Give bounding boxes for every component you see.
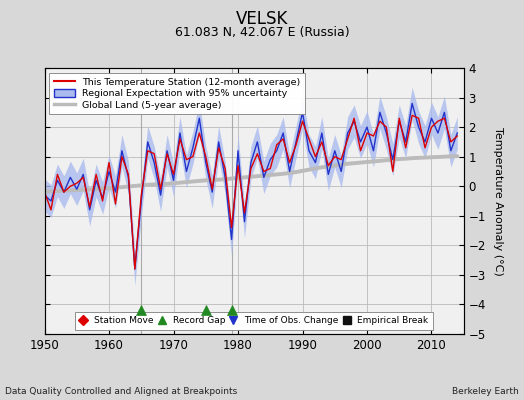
- Legend: Station Move, Record Gap, Time of Obs. Change, Empirical Break: Station Move, Record Gap, Time of Obs. C…: [75, 312, 433, 330]
- Text: VELSK: VELSK: [236, 10, 288, 28]
- Y-axis label: Temperature Anomaly (°C): Temperature Anomaly (°C): [493, 127, 503, 275]
- Text: Data Quality Controlled and Aligned at Breakpoints: Data Quality Controlled and Aligned at B…: [5, 387, 237, 396]
- Text: Berkeley Earth: Berkeley Earth: [452, 387, 519, 396]
- Text: 61.083 N, 42.067 E (Russia): 61.083 N, 42.067 E (Russia): [174, 26, 350, 39]
